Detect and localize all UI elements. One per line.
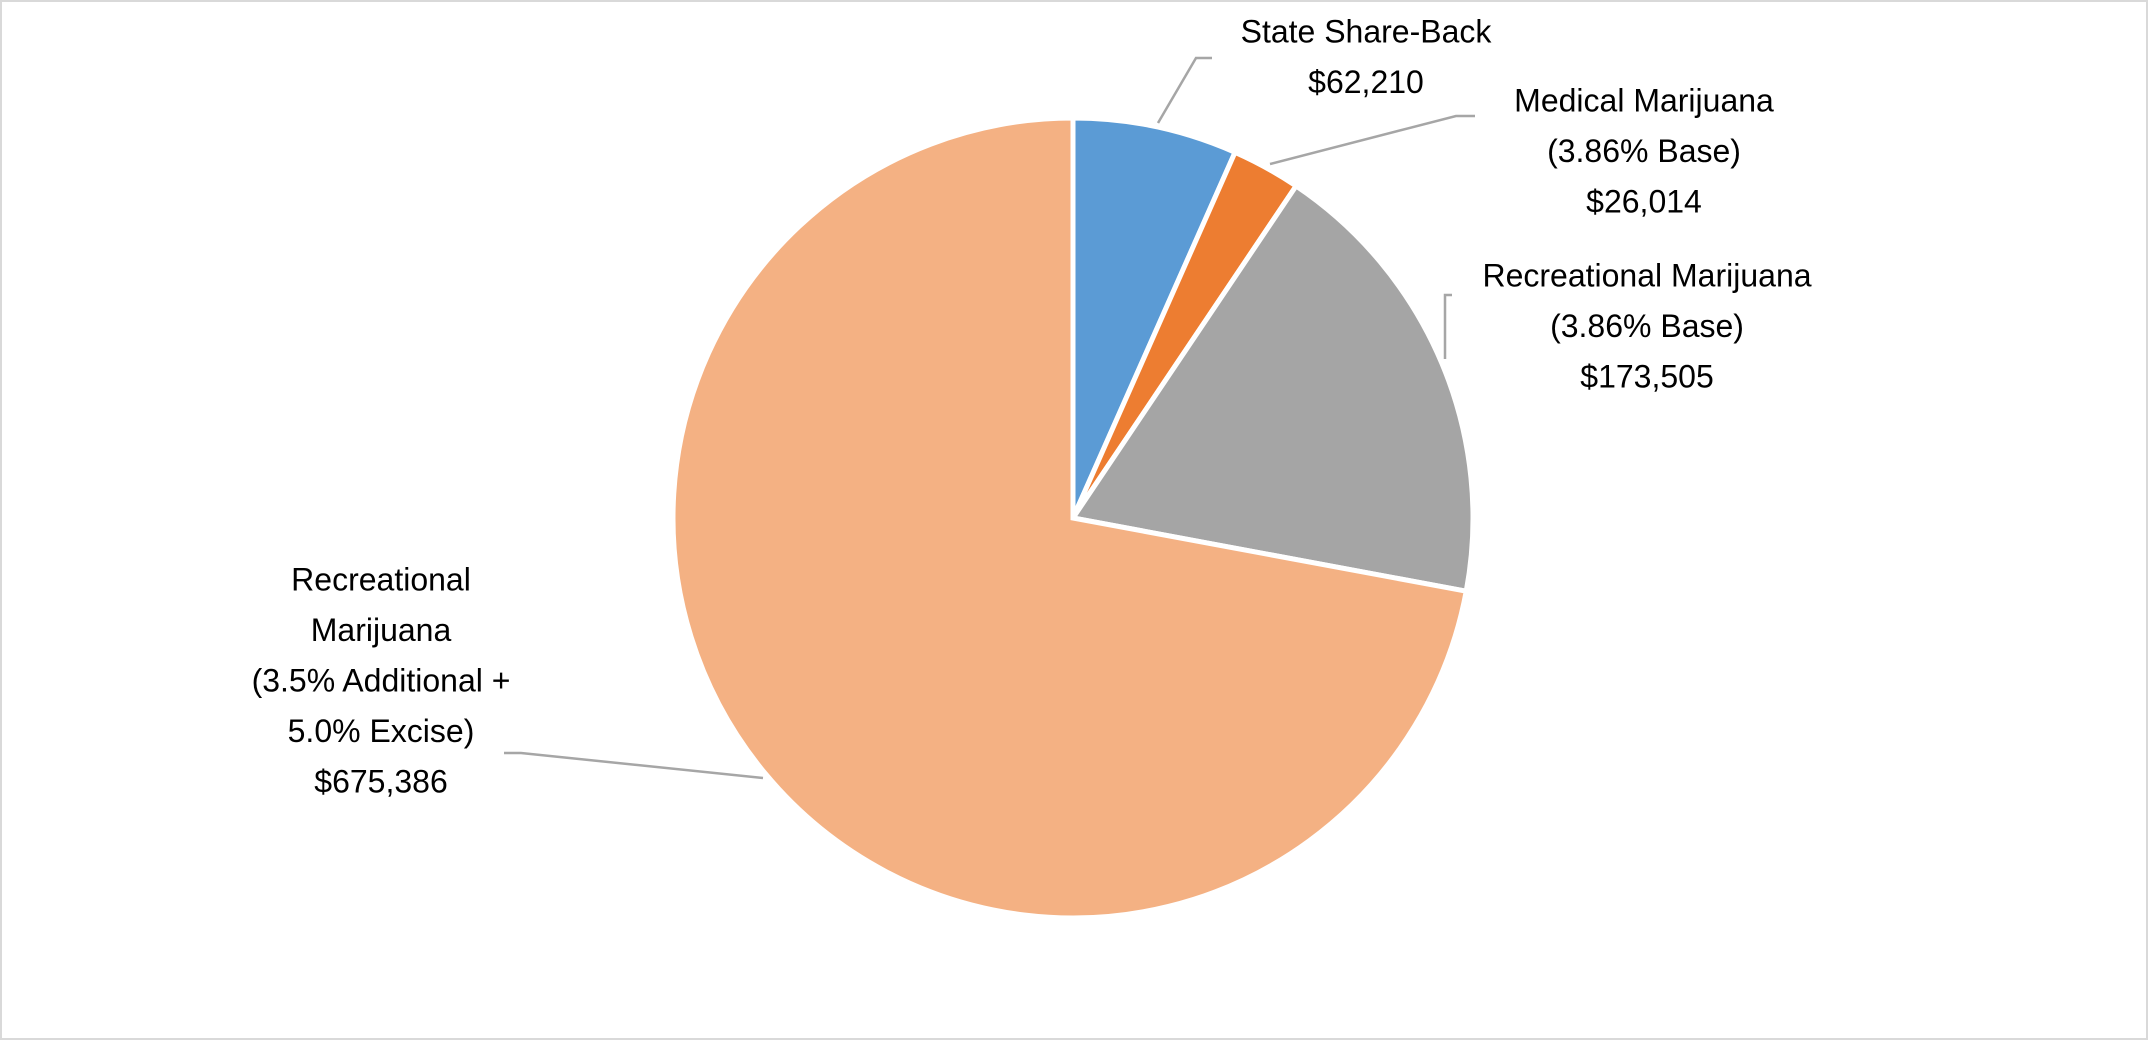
leader-line xyxy=(1156,56,1212,124)
slice-label: Recreational Marijuana xyxy=(1482,257,1811,293)
slice-label: Marijuana xyxy=(311,612,452,648)
slice-label: Medical Marijuana xyxy=(1514,82,1774,118)
pie-slice xyxy=(670,115,1470,921)
value-label: $62,210 xyxy=(1308,64,1424,100)
slice-label: (3.5% Additional + xyxy=(252,662,511,698)
value-label: $26,014 xyxy=(1586,183,1702,219)
slice-label: (3.86% Base) xyxy=(1550,308,1744,344)
leader-line xyxy=(504,751,764,780)
slice-label: (3.86% Base) xyxy=(1547,133,1741,169)
pie-slice xyxy=(1070,115,1239,520)
leader-line xyxy=(1443,293,1452,359)
pie-slice xyxy=(1068,182,1476,595)
value-label: $173,505 xyxy=(1580,358,1713,394)
slice-label: State Share-Back xyxy=(1241,13,1493,49)
slice-label: Recreational xyxy=(291,561,471,597)
slice-label: 5.0% Excise) xyxy=(288,713,475,749)
leader-line xyxy=(1269,114,1475,166)
value-label: $675,386 xyxy=(314,763,447,799)
